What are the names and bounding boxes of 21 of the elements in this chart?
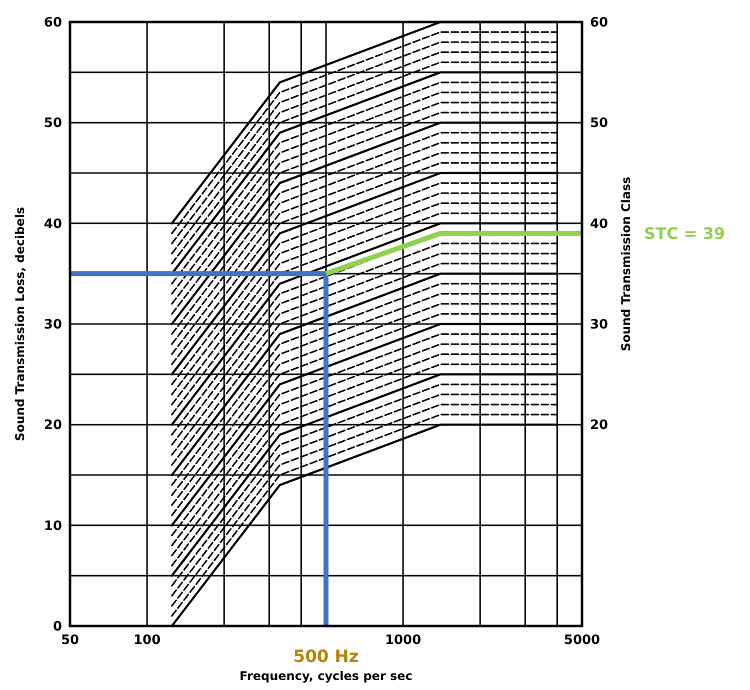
annotation: 500 Hz xyxy=(293,647,359,667)
y-tick-label: 60 xyxy=(44,16,62,31)
y-tick-label: 20 xyxy=(44,418,62,434)
text: STC = 39 xyxy=(644,224,725,243)
x-tick-label: 50 xyxy=(60,633,80,648)
y-tick-label: 0 xyxy=(52,620,62,635)
y2-tick-label: 20 xyxy=(590,418,608,434)
y2-tick-label: 40 xyxy=(590,216,608,232)
y-tick-label: 50 xyxy=(44,116,62,132)
x-tick-label: 5000 xyxy=(564,633,600,648)
y2-axis-title: Sound Transmission Class xyxy=(619,176,633,352)
y-tick-label: 30 xyxy=(44,318,62,333)
y-tick-label: 10 xyxy=(44,518,62,534)
y-tick-label: 40 xyxy=(44,216,62,232)
y2-tick-label: 30 xyxy=(590,318,608,333)
y2-tick-label: 50 xyxy=(590,116,608,132)
x-axis-title: Frequency, cycles per sec xyxy=(240,669,412,683)
y-axis-title: Sound Transmission Loss, decibels xyxy=(13,206,27,442)
x-tick-label: 1000 xyxy=(384,633,422,648)
x-tick-label: 100 xyxy=(133,633,161,648)
y2-tick-label: 60 xyxy=(590,16,608,31)
